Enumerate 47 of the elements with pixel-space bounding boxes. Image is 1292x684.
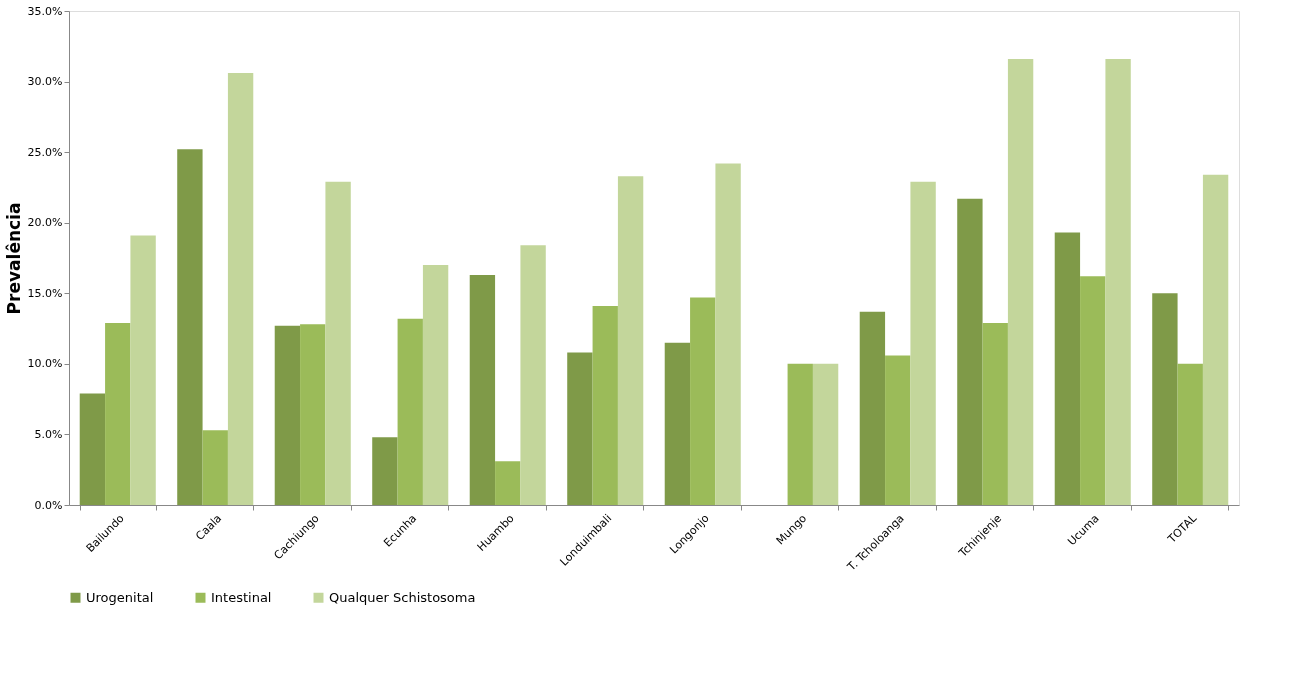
bar	[372, 437, 398, 505]
bar	[469, 274, 496, 505]
bar	[787, 363, 813, 505]
legend-label: Intestinal	[211, 589, 272, 605]
bar	[982, 322, 1008, 505]
bar	[300, 324, 326, 505]
bar	[664, 342, 691, 505]
y-tick-label: 20.0%	[27, 216, 63, 230]
y-tick-label: 35.0%	[27, 4, 63, 18]
y-axis-title: Prevalência	[3, 202, 24, 315]
bar	[130, 235, 156, 505]
bar	[1054, 232, 1081, 505]
bar	[520, 245, 546, 505]
bar	[1007, 58, 1034, 505]
bar	[1105, 58, 1131, 505]
y-tick-label: 30.0%	[27, 75, 63, 89]
bar	[274, 325, 301, 505]
bar	[202, 430, 228, 505]
bar	[177, 149, 203, 505]
y-tick-label: 0.0%	[34, 498, 63, 512]
bar	[690, 297, 716, 505]
bar	[957, 198, 983, 505]
y-tick-label: 15.0%	[27, 286, 63, 300]
bar	[325, 181, 351, 505]
bar	[1080, 276, 1106, 505]
legend-label: Qualquer Schistosoma	[329, 589, 476, 605]
y-tick-label: 25.0%	[27, 145, 63, 159]
bar	[567, 352, 593, 505]
legend-label: Urogenital	[86, 589, 154, 605]
bar	[910, 181, 936, 505]
bar	[715, 163, 741, 505]
y-tick-label: 10.0%	[27, 357, 63, 371]
bar	[422, 265, 449, 505]
bar	[617, 176, 644, 505]
bar	[859, 311, 886, 505]
bar	[1152, 293, 1178, 505]
y-tick-label: 5.0%	[34, 427, 63, 441]
bar	[79, 393, 106, 505]
bar	[592, 305, 618, 505]
bar	[495, 461, 521, 505]
bar	[812, 363, 839, 505]
bar	[885, 355, 911, 505]
bar	[397, 318, 423, 505]
bar	[227, 73, 254, 505]
bar	[1202, 174, 1229, 505]
bar	[1177, 363, 1203, 505]
bar	[105, 322, 131, 505]
